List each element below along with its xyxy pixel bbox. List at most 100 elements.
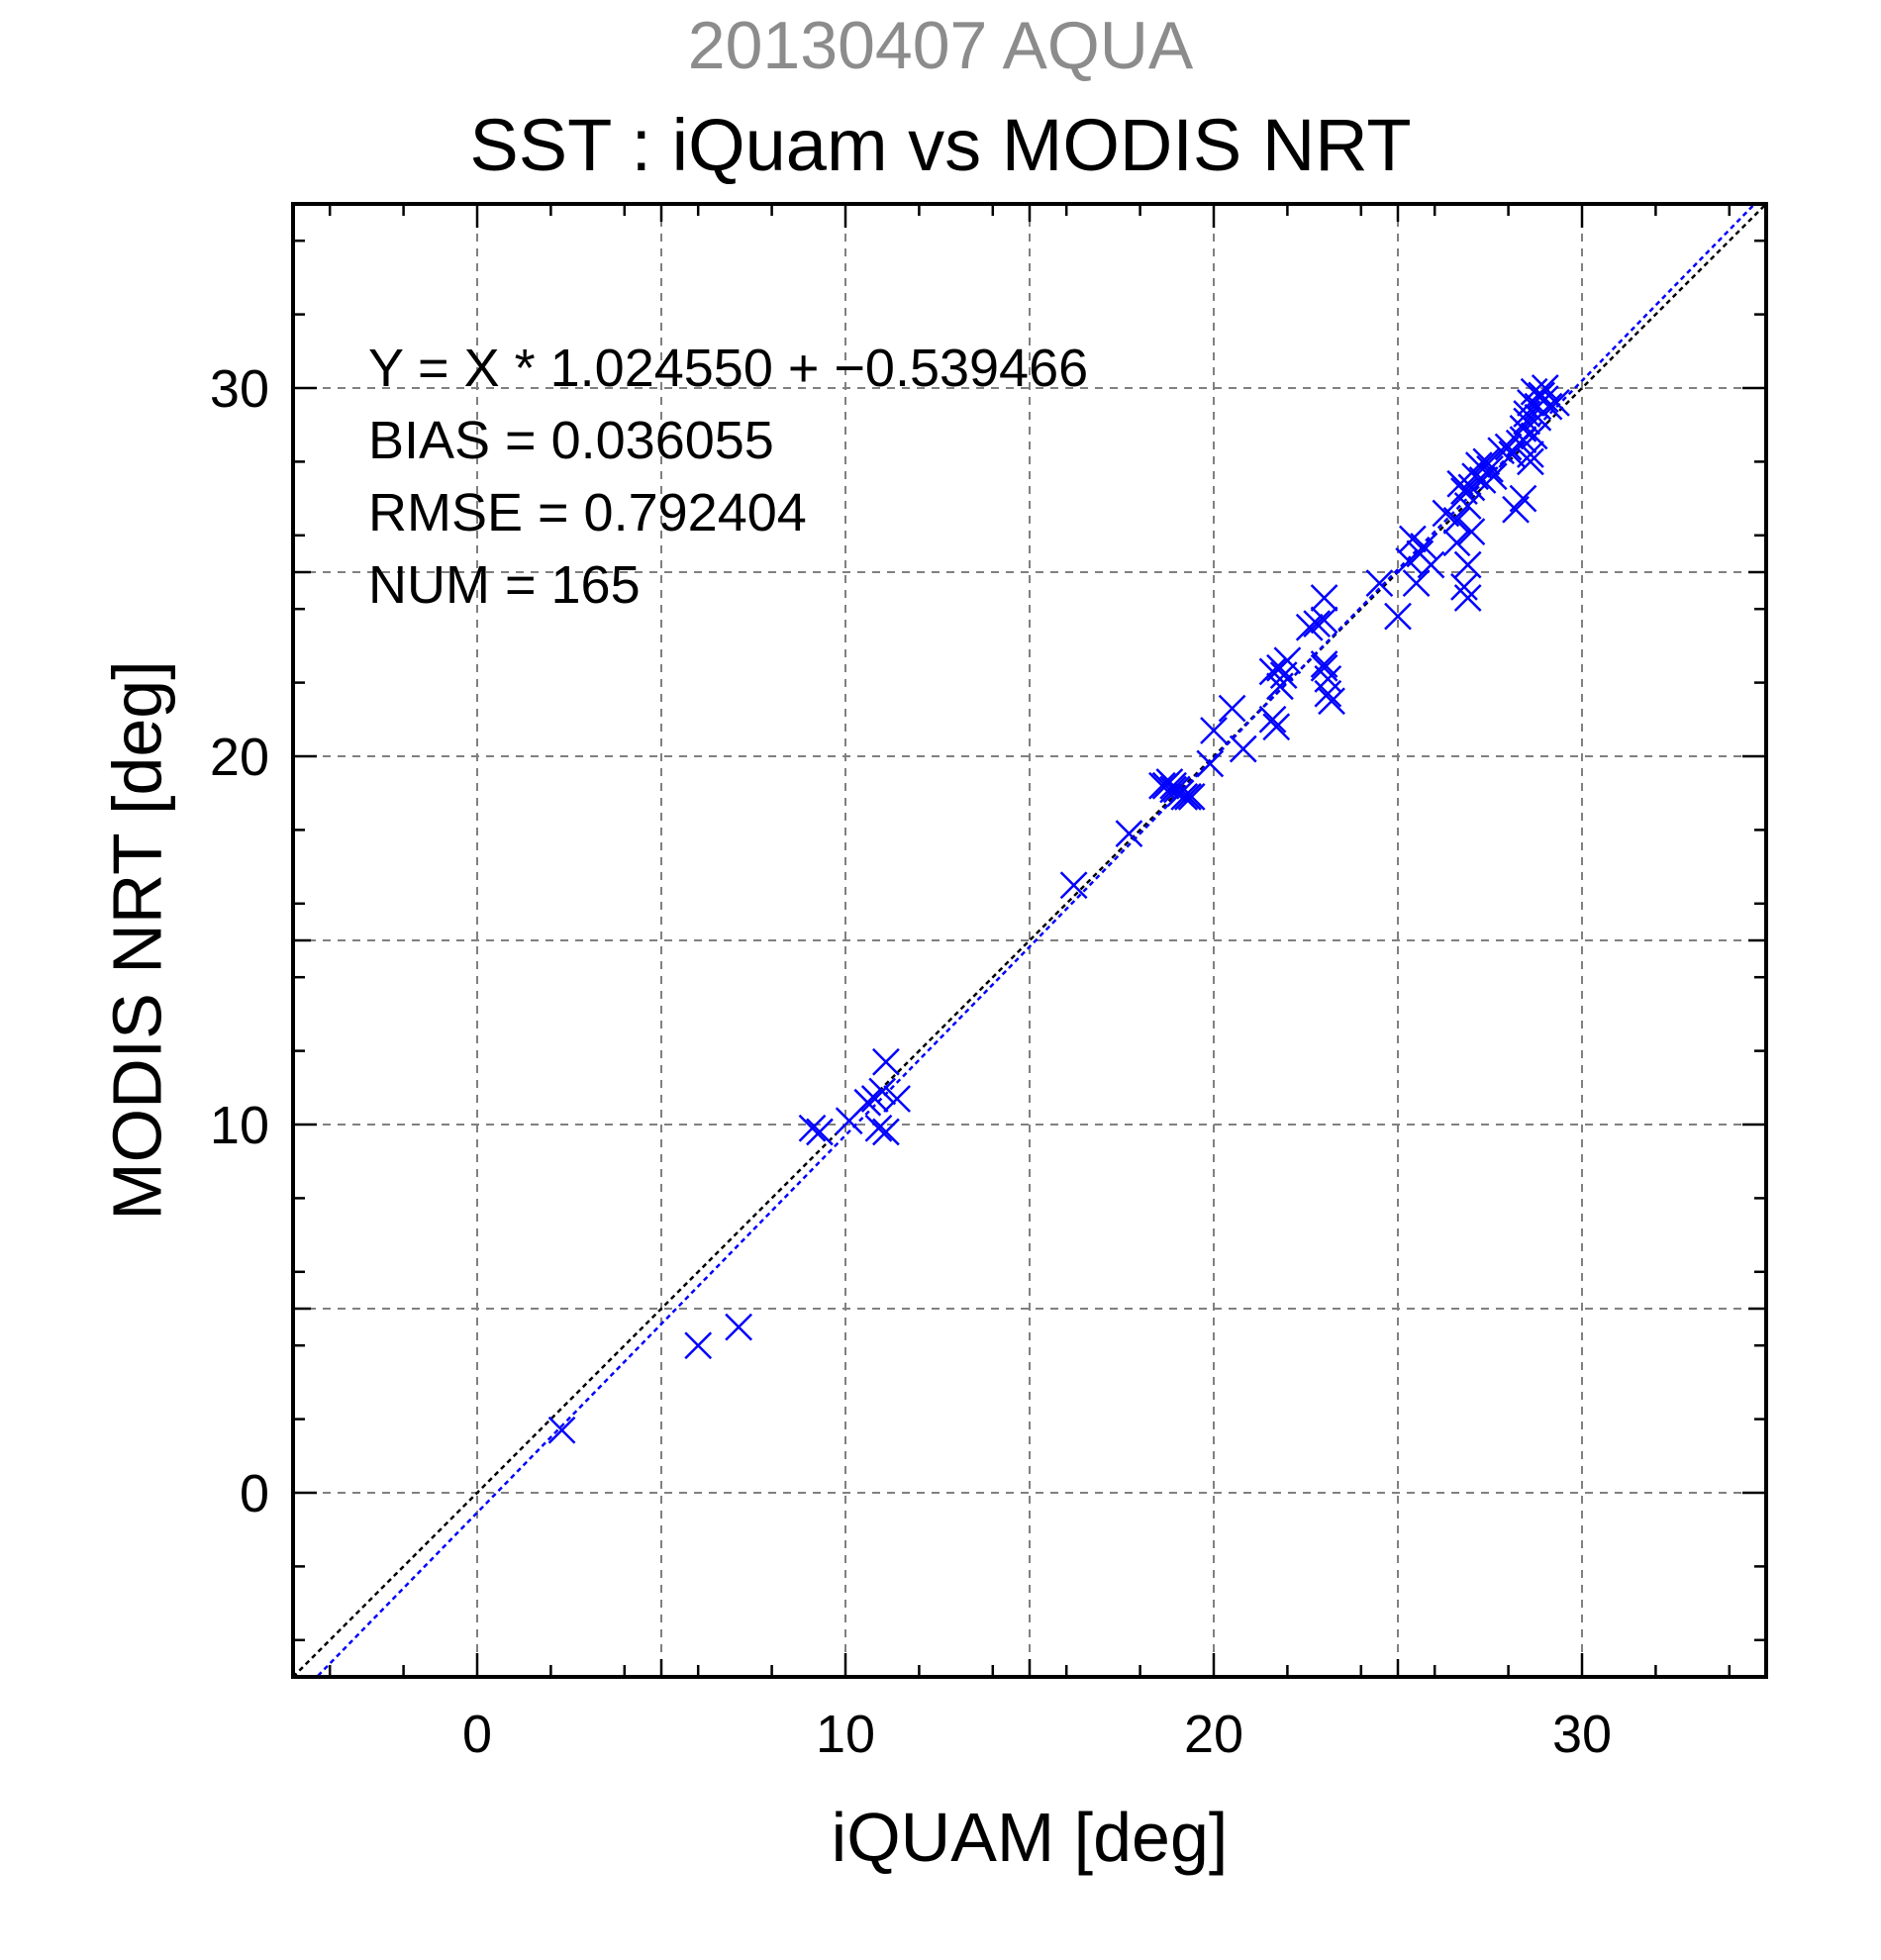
data-point-stroke — [1509, 426, 1537, 453]
data-point-stroke — [1314, 664, 1342, 693]
data-point — [1151, 771, 1180, 800]
data-point-stroke — [1310, 653, 1338, 682]
data-point — [1524, 403, 1552, 432]
data-point — [806, 1118, 834, 1146]
data-point — [1310, 584, 1338, 612]
data-point-stroke — [725, 1313, 753, 1341]
data-point — [1453, 584, 1482, 612]
data-point — [1450, 572, 1478, 601]
data-point — [1531, 374, 1559, 402]
data-point-stroke — [1295, 613, 1324, 641]
data-point — [1442, 529, 1471, 557]
data-point — [1177, 783, 1206, 811]
data-point-stroke — [1520, 377, 1548, 406]
data-point — [1295, 613, 1324, 641]
data-point-stroke — [883, 1085, 911, 1113]
data-point-stroke — [1384, 602, 1412, 631]
data-point — [547, 1416, 576, 1444]
data-point-stroke — [1314, 679, 1342, 708]
data-point-stroke — [1310, 650, 1338, 678]
data-point — [1200, 717, 1228, 744]
data-point-stroke — [1200, 717, 1228, 744]
data-point-stroke — [864, 1114, 893, 1142]
data-point-stroke — [1059, 871, 1088, 900]
data-point-stroke — [1524, 403, 1552, 432]
data-point-stroke — [1542, 388, 1570, 417]
data-point-stroke — [868, 1077, 897, 1106]
data-point — [1479, 462, 1508, 491]
data-point-stroke — [1159, 775, 1187, 804]
data-point-stroke — [1402, 569, 1431, 598]
data-point-stroke — [1517, 447, 1544, 476]
grid-lines — [293, 204, 1766, 1677]
data-point-stroke — [1509, 415, 1537, 442]
data-point-stroke — [1453, 550, 1482, 579]
bias-value: BIAS = 0.036055 — [368, 411, 774, 470]
data-point — [1417, 550, 1445, 579]
data-point — [1273, 646, 1302, 675]
data-point-stroke — [1487, 437, 1516, 465]
data-point — [1258, 705, 1287, 734]
data-point-stroke — [684, 1331, 713, 1360]
data-point-stroke — [1450, 572, 1478, 601]
data-point — [868, 1077, 897, 1106]
data-point — [1509, 426, 1537, 453]
data-point — [1365, 569, 1394, 598]
data-point-stroke — [1531, 385, 1559, 414]
data-point — [1487, 437, 1516, 465]
data-point — [1476, 454, 1504, 483]
num-value: NUM = 165 — [368, 555, 641, 615]
data-point-stroke — [1513, 407, 1541, 436]
data-point — [1410, 533, 1437, 560]
data-point — [1513, 407, 1541, 436]
data-point-stroke — [1365, 569, 1394, 598]
data-point — [853, 1088, 882, 1117]
data-point-stroke — [1450, 477, 1478, 506]
data-point-stroke — [1442, 507, 1471, 535]
data-point-stroke — [1453, 584, 1482, 612]
data-point-stroke — [1218, 694, 1246, 723]
data-point-stroke — [1531, 374, 1559, 402]
data-point — [1531, 385, 1559, 414]
data-point — [725, 1313, 753, 1341]
data-point — [1115, 820, 1143, 848]
data-point — [1453, 550, 1482, 579]
data-point-stroke — [1410, 533, 1437, 560]
data-point-stroke — [1502, 495, 1530, 524]
y-axis-label: MODIS NRT [deg] — [99, 660, 176, 1220]
data-point-stroke — [1442, 529, 1471, 557]
y-tick-label: 10 — [210, 1096, 269, 1155]
data-point — [1453, 492, 1482, 520]
data-point — [1517, 441, 1544, 468]
fit-equation: Y = X * 1.024550 + −0.539466 — [368, 339, 1089, 398]
data-point-stroke — [1148, 771, 1176, 800]
data-point — [1310, 606, 1338, 635]
x-tick-label: 10 — [816, 1705, 875, 1764]
data-point-stroke — [872, 1047, 900, 1076]
x-axis-label: iQUAM [deg] — [832, 1799, 1229, 1876]
data-point-stroke — [1115, 820, 1143, 848]
data-point — [1166, 779, 1195, 808]
data-point — [1494, 433, 1523, 461]
x-tick-label: 20 — [1184, 1705, 1243, 1764]
data-point — [1310, 653, 1338, 682]
data-point — [1457, 518, 1486, 545]
y-tick-label: 0 — [240, 1464, 269, 1523]
data-point — [1229, 735, 1257, 763]
chart-title: SST : iQuam vs MODIS NRT — [469, 104, 1412, 186]
data-point-stroke — [1398, 525, 1427, 553]
data-point-stroke — [1262, 713, 1291, 741]
data-point — [1314, 664, 1342, 693]
data-point-stroke — [1457, 518, 1486, 545]
data-point-stroke — [1273, 646, 1302, 675]
data-point — [1258, 657, 1287, 686]
data-point-stroke — [1196, 749, 1225, 778]
data-point-stroke — [1417, 550, 1445, 579]
data-point — [1502, 495, 1530, 524]
data-point-stroke — [853, 1088, 882, 1117]
data-point-stroke — [1303, 610, 1332, 637]
data-point — [1159, 775, 1187, 804]
data-point-stroke — [1174, 783, 1202, 811]
data-point-stroke — [1166, 779, 1195, 808]
